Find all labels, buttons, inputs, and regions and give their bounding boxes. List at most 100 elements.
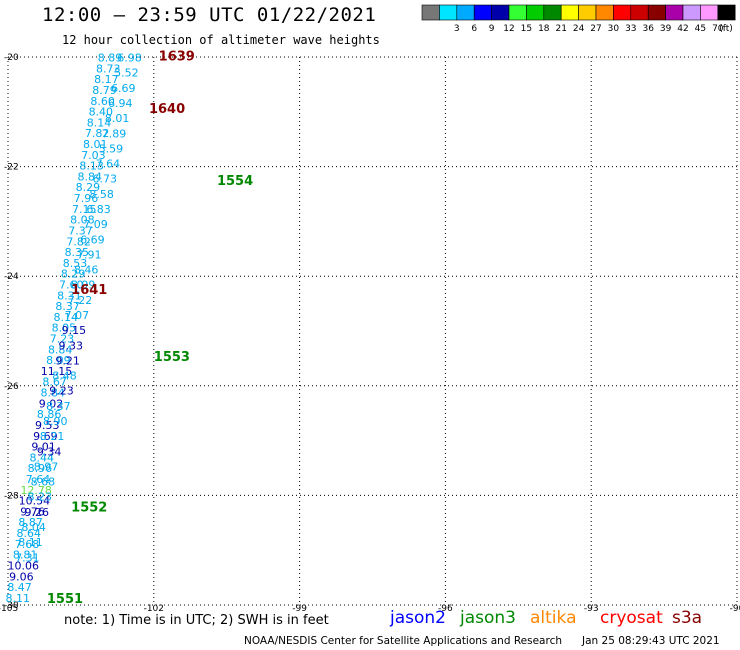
swh-value: 9.26 [24,506,49,519]
swh-value: 8.68 [31,476,56,489]
swh-value: 7.82 [85,127,110,140]
swh-value: 8.73 [96,62,121,75]
swh-value: 8.17 [94,73,119,86]
legend-swatch [647,4,666,21]
swh-value: 9.15 [62,324,87,337]
satellite-cryosat: cryosat [600,608,663,628]
swh-value: 9.21 [55,354,80,367]
track-label: 1640 [149,102,185,117]
swh-value: 8.58 [89,188,114,201]
swh-value: 8.13 [79,160,104,173]
swh-value: 8.31 [57,289,82,302]
legend-swatch [491,4,510,21]
swh-value: 7.82 [66,235,91,248]
swh-value: 8.53 [63,257,88,270]
swh-value: 8.99 [71,279,96,292]
swh-value: 6.98 [117,52,142,65]
x-tick-label: -90 [730,604,740,614]
track-label: 1554 [217,174,253,189]
legend-unit: (ft) [719,24,733,34]
swh-value: 11.15 [41,365,73,378]
legend-swatch [439,4,458,21]
swh-value: 8.96 [28,462,53,475]
swh-value: 8.01 [105,112,130,125]
swh-value: 8.09 [46,354,71,367]
x-tick-label: -99 [292,604,307,614]
legend-swatch [578,4,597,21]
swh-value: 7.37 [68,224,93,237]
swh-value: 7.91 [77,248,102,261]
legend-swatch [508,4,527,21]
y-tick-label: -22 [4,163,19,173]
legend-label: 30 [608,24,620,34]
legend-swatch [543,4,562,21]
swh-value: 7.15 [72,203,97,216]
x-tick-label: -105 [0,604,18,614]
map-grid [7,56,738,606]
swh-value: 9.06 [9,570,34,583]
legend-swatch [526,4,545,21]
swh-value: 8.37 [46,400,71,413]
satellite-s3a: s3a [672,608,703,628]
track-label: 1551 [47,592,83,607]
swh-value: 8.40 [89,106,114,119]
swh-value: 8.04 [21,521,46,534]
y-tick-label: -30 [4,601,19,611]
legend-label: 39 [660,24,672,34]
swh-value: 8.29 [61,268,86,281]
x-tick-label: -102 [144,604,164,614]
swh-value: 8.23 [28,491,53,504]
legend-swatch [473,4,492,21]
swh-value: 5.52 [114,67,139,80]
swh-value: 9.23 [49,385,74,398]
track-label: 1639 [159,49,195,64]
legend-label: 36 [642,24,654,34]
footer-credit: NOAA/NESDIS Center for Satellite Applica… [244,635,562,647]
swh-value: 9.01 [31,441,56,454]
legend-label: 21 [555,24,566,34]
swh-value: 7.60 [59,278,84,291]
legend-swatch [700,4,719,21]
swh-value: 8.47 [7,581,32,594]
swh-value: 8.84 [48,343,73,356]
swh-value: 8.89 [98,52,123,65]
swh-value: 8.11 [5,592,30,605]
swh-value: 8.35 [65,246,90,259]
swh-value: 8.79 [92,84,117,97]
swh-value: 7.64 [26,473,51,486]
swh-value: 8.08 [70,214,95,227]
swh-value: 6.73 [93,173,118,186]
swh-value: 9.34 [37,445,62,458]
legend-label: 70 [712,24,724,34]
swh-value: 8.14 [87,116,112,129]
swh-value: 8.44 [29,451,54,464]
satellite-jason3: jason3 [460,608,516,628]
swh-value: 8.87 [18,516,43,529]
legend-swatch [613,4,632,21]
swh-value: 9.69 [33,430,58,443]
legend-label: 15 [521,24,532,34]
swh-value: 7.31 [15,551,40,564]
swh-value: 8.86 [37,408,62,421]
legend-swatch [630,4,649,21]
legend-swatch [665,4,684,21]
swh-value: 8.81 [13,549,38,562]
satellite-jason2: jason2 [390,608,446,628]
swh-value: 6.94 [108,97,133,110]
swh-value: 8.48 [52,370,77,383]
y-tick-label: -24 [4,272,19,282]
legend-label: 33 [625,24,636,34]
swh-value: 8.11 [18,536,43,549]
swh-value: 8.46 [74,264,99,277]
legend-swatch [717,4,736,21]
swh-value: 12.78 [20,484,52,497]
swh-value: 7.64 [96,158,121,171]
swh-value: 6.83 [86,203,111,216]
swh-value: 8.05 [52,322,77,335]
swh-value: 8.60 [90,95,115,108]
swh-value: 7.23 [50,333,75,346]
footer-note: note: 1) Time is in UTC; 2) SWH is in fe… [64,613,329,628]
legend-label: 6 [471,24,477,34]
legend-label: 42 [677,24,688,34]
